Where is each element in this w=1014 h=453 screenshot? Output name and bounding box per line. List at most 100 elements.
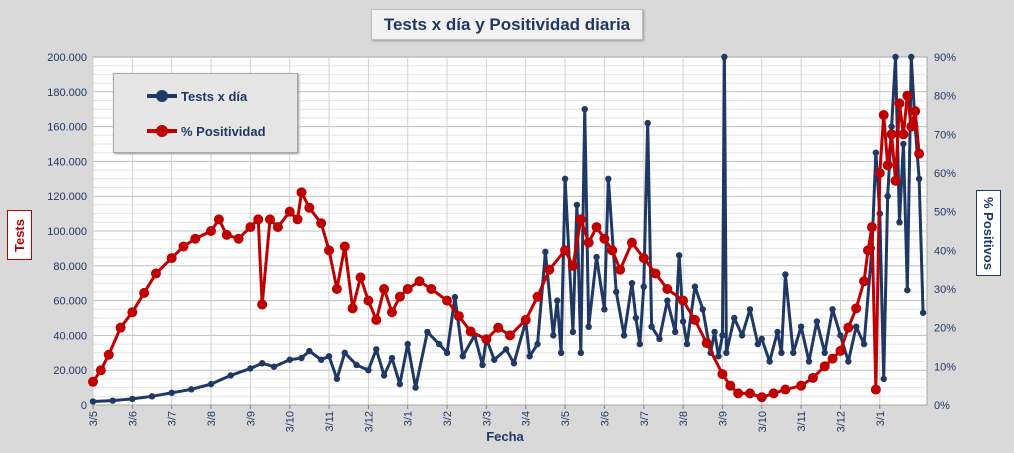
legend-swatch-positividad bbox=[147, 121, 177, 141]
y-tick-label: 100.000 bbox=[47, 226, 87, 238]
y-axis-right-label: % Positivos bbox=[981, 197, 996, 270]
data-point-0 bbox=[605, 176, 611, 182]
data-point-1 bbox=[348, 303, 358, 313]
data-point-1 bbox=[304, 203, 314, 213]
data-point-0 bbox=[629, 280, 635, 286]
data-point-0 bbox=[637, 341, 643, 347]
data-point-0 bbox=[723, 350, 729, 356]
data-point-1 bbox=[875, 168, 885, 178]
data-point-0 bbox=[774, 329, 780, 335]
data-point-1 bbox=[599, 234, 609, 244]
data-point-0 bbox=[896, 219, 902, 225]
data-point-0 bbox=[436, 341, 442, 347]
data-point-1 bbox=[879, 110, 889, 120]
data-point-0 bbox=[373, 346, 379, 352]
x-tick-label: 3/8 bbox=[206, 411, 218, 426]
y-axis-left-ticks: 020.00040.00060.00080.000100.000120.0001… bbox=[47, 52, 87, 412]
data-point-1 bbox=[843, 323, 853, 333]
data-point-1 bbox=[139, 288, 149, 298]
data-point-0 bbox=[503, 346, 509, 352]
data-point-1 bbox=[297, 187, 307, 197]
y-tick-label: 120.000 bbox=[47, 191, 87, 203]
data-point-1 bbox=[607, 245, 617, 255]
data-point-0 bbox=[664, 297, 670, 303]
y-tick-label: 60.000 bbox=[53, 296, 87, 308]
data-point-0 bbox=[798, 324, 804, 330]
data-point-1 bbox=[379, 284, 389, 294]
y-tick-label: 180.000 bbox=[47, 87, 87, 99]
y2-tick-label: 70% bbox=[934, 129, 956, 141]
data-point-1 bbox=[167, 253, 177, 263]
data-point-0 bbox=[648, 324, 654, 330]
data-point-1 bbox=[662, 284, 672, 294]
data-point-0 bbox=[806, 358, 812, 364]
x-tick-label: 3/7 bbox=[167, 411, 179, 426]
x-tick-label: 3/8 bbox=[678, 411, 690, 426]
data-point-1 bbox=[690, 315, 700, 325]
data-point-0 bbox=[326, 353, 332, 359]
y-axis-right-label-box: % Positivos bbox=[976, 190, 1001, 276]
data-point-0 bbox=[908, 54, 914, 60]
data-point-0 bbox=[444, 350, 450, 356]
data-point-0 bbox=[526, 353, 532, 359]
data-point-0 bbox=[412, 384, 418, 390]
data-point-0 bbox=[405, 341, 411, 347]
x-tick-label: 3/11 bbox=[324, 411, 336, 432]
data-point-1 bbox=[104, 350, 114, 360]
data-point-0 bbox=[562, 176, 568, 182]
data-point-1 bbox=[592, 222, 602, 232]
data-point-0 bbox=[822, 350, 828, 356]
data-point-1 bbox=[725, 381, 735, 391]
data-point-0 bbox=[721, 54, 727, 60]
data-point-0 bbox=[711, 329, 717, 335]
data-point-0 bbox=[109, 397, 115, 403]
data-point-1 bbox=[415, 276, 425, 286]
data-point-1 bbox=[253, 214, 263, 224]
x-tick-label: 3/5 bbox=[560, 411, 572, 426]
legend-item-positividad: % Positividad bbox=[114, 121, 266, 141]
data-point-1 bbox=[808, 373, 818, 383]
data-point-0 bbox=[656, 336, 662, 342]
data-point-1 bbox=[702, 338, 712, 348]
data-point-0 bbox=[188, 386, 194, 392]
y-tick-label: 20.000 bbox=[53, 365, 87, 377]
y-axis-left-label: Tests bbox=[12, 219, 27, 252]
data-point-0 bbox=[582, 106, 588, 112]
data-point-1 bbox=[828, 354, 838, 364]
x-tick-label: 3/1 bbox=[875, 411, 887, 426]
data-point-1 bbox=[769, 388, 779, 398]
data-point-0 bbox=[601, 306, 607, 312]
data-point-0 bbox=[227, 372, 233, 378]
x-tick-label: 3/10 bbox=[285, 411, 297, 432]
data-point-1 bbox=[426, 284, 436, 294]
data-point-1 bbox=[234, 234, 244, 244]
x-tick-label: 3/10 bbox=[757, 411, 769, 432]
data-point-1 bbox=[863, 245, 873, 255]
legend-swatch-tests bbox=[147, 86, 177, 106]
data-point-0 bbox=[719, 332, 725, 338]
data-point-1 bbox=[214, 214, 224, 224]
data-point-0 bbox=[684, 341, 690, 347]
data-point-1 bbox=[891, 176, 901, 186]
x-tick-label: 3/11 bbox=[796, 411, 808, 432]
data-point-1 bbox=[285, 207, 295, 217]
data-point-1 bbox=[116, 323, 126, 333]
data-point-0 bbox=[845, 358, 851, 364]
data-point-1 bbox=[883, 160, 893, 170]
data-point-0 bbox=[149, 393, 155, 399]
data-point-1 bbox=[356, 272, 366, 282]
data-point-0 bbox=[286, 357, 292, 363]
data-point-1 bbox=[442, 296, 452, 306]
x-tick-label: 3/1 bbox=[403, 411, 415, 426]
data-point-0 bbox=[452, 294, 458, 300]
y2-tick-label: 90% bbox=[934, 52, 956, 64]
data-point-1 bbox=[627, 238, 637, 248]
data-point-0 bbox=[778, 350, 784, 356]
data-point-0 bbox=[672, 329, 678, 335]
data-point-0 bbox=[644, 120, 650, 126]
data-point-0 bbox=[574, 202, 580, 208]
data-point-0 bbox=[558, 350, 564, 356]
data-point-1 bbox=[190, 234, 200, 244]
data-point-1 bbox=[96, 365, 106, 375]
data-point-0 bbox=[916, 176, 922, 182]
